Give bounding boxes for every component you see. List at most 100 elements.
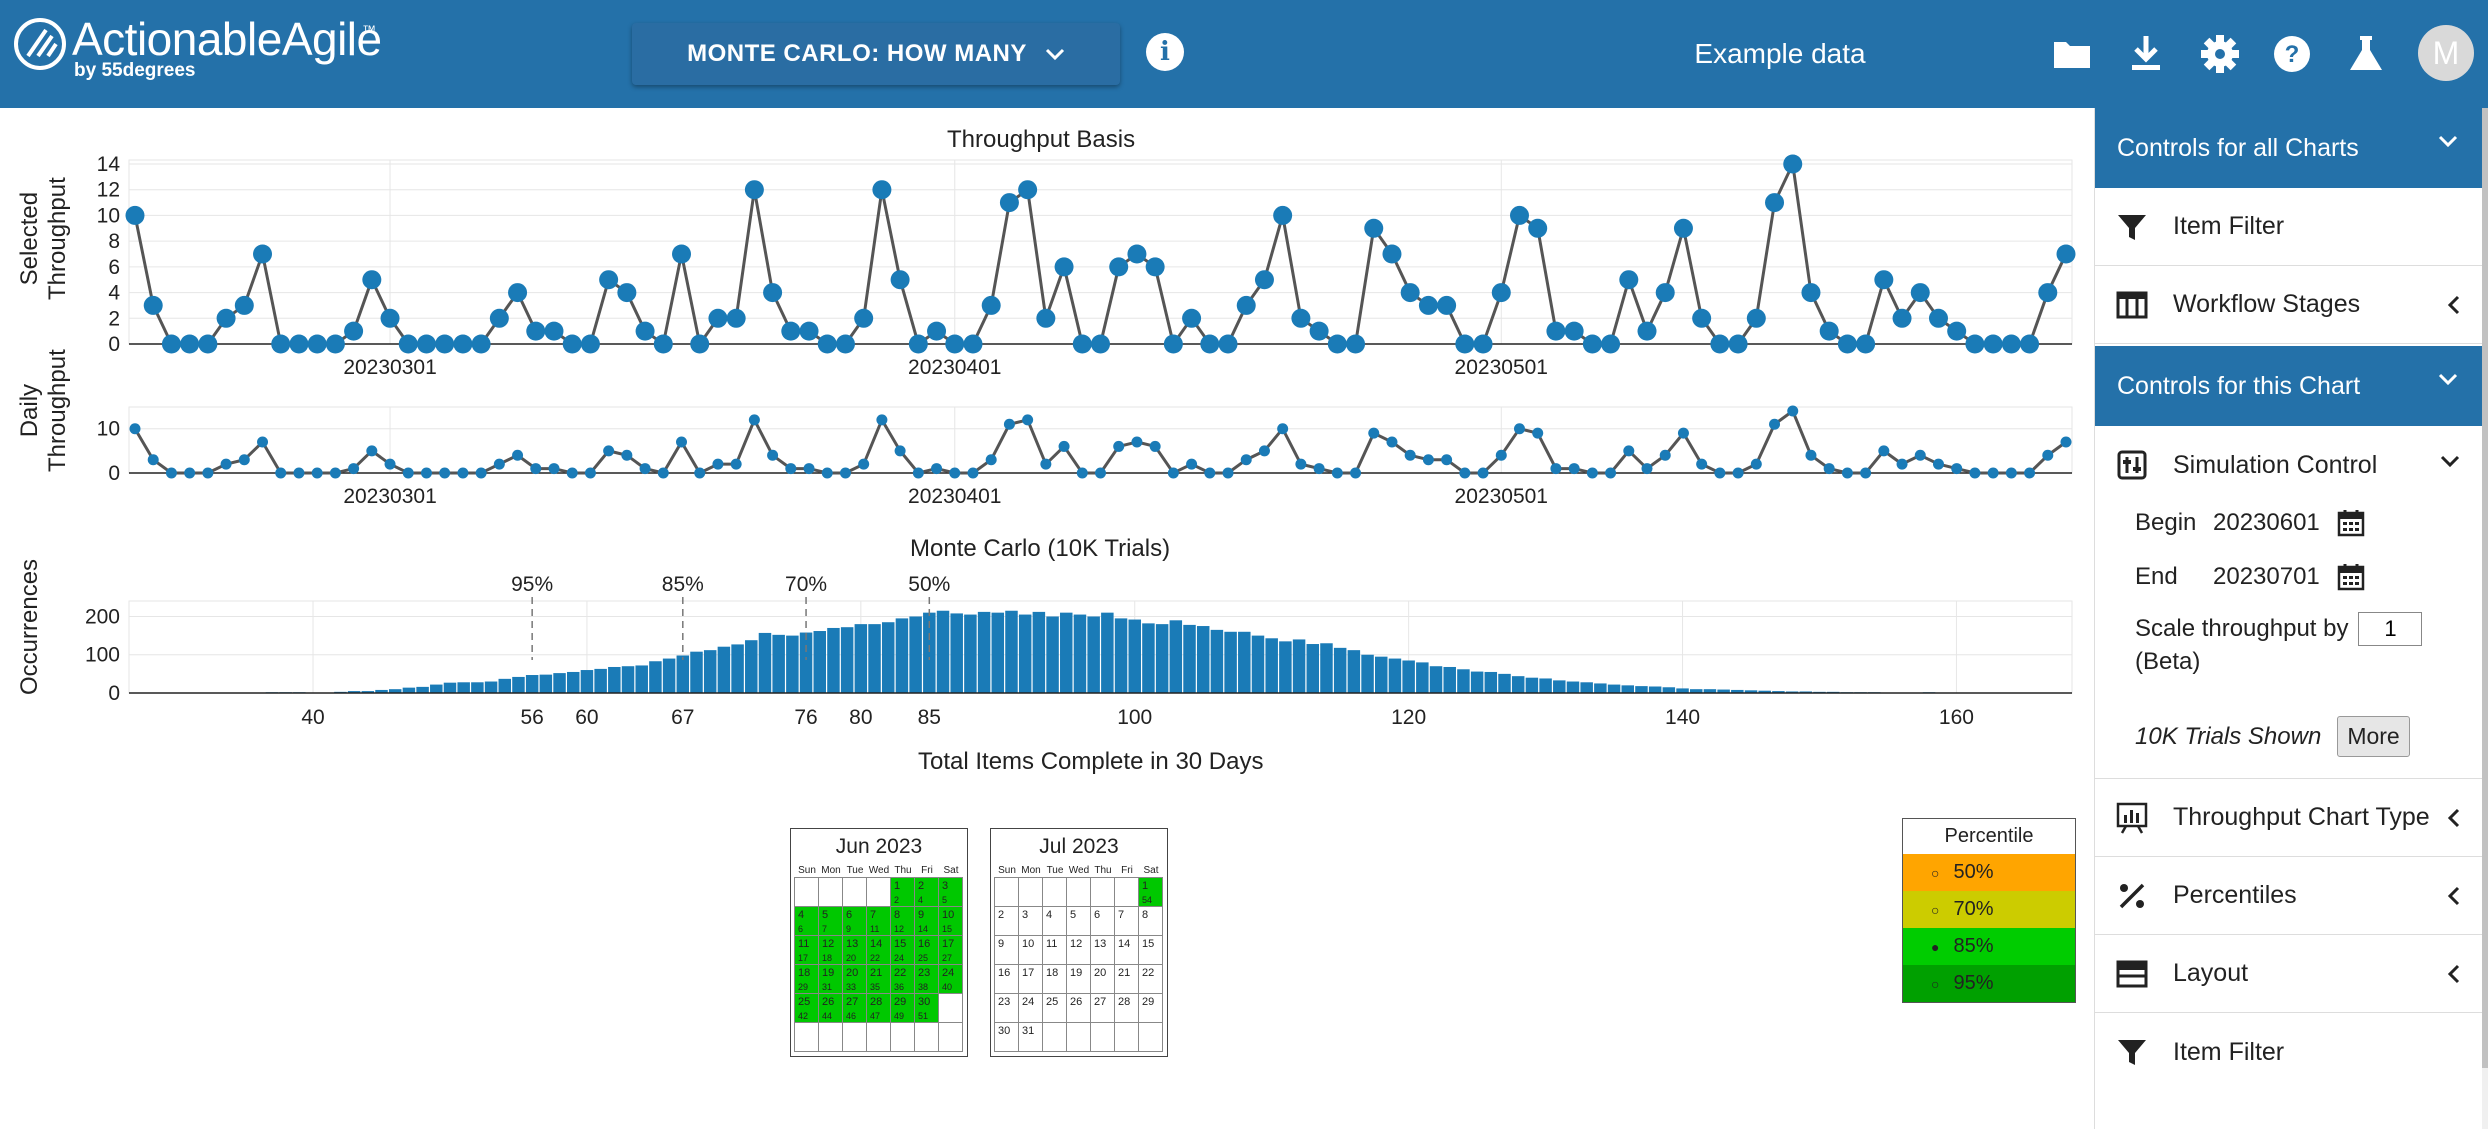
percentile-legend-row[interactable]: ○ 70% — [1903, 891, 2075, 928]
folder-icon[interactable] — [2050, 32, 2094, 76]
daily-point — [1076, 467, 1088, 479]
daily-point — [1167, 467, 1179, 479]
download-icon[interactable] — [2124, 32, 2168, 76]
scale-throughput-input[interactable] — [2358, 612, 2423, 646]
throughput-point — [1928, 308, 1948, 328]
calendar-day: 17 — [1018, 964, 1043, 994]
controls-all-charts-header[interactable]: Controls for all Charts — [2095, 108, 2483, 188]
histogram-bar — [1484, 671, 1498, 693]
histogram-xtick-label: 100 — [1117, 706, 1152, 729]
histogram-bar — [498, 678, 512, 693]
percentile-legend-row[interactable]: ○ 50% — [1903, 854, 2075, 891]
calendar-icon[interactable] — [2336, 508, 2366, 538]
throughput-point — [1400, 283, 1420, 303]
histogram-bar — [1648, 686, 1662, 693]
throughput-point — [1346, 334, 1366, 354]
throughput-point — [562, 334, 582, 354]
calendar-day-count: 14 — [918, 924, 929, 934]
controls-this-chart-header[interactable]: Controls for this Chart — [2095, 346, 2483, 426]
throughput-point — [799, 321, 819, 341]
chart-mode-dropdown[interactable]: MONTE CARLO: HOW MANY — [632, 23, 1120, 85]
daily-point — [1240, 454, 1252, 466]
histogram-bar — [1429, 666, 1443, 693]
throughput-point — [1983, 334, 2003, 354]
begin-date-value[interactable]: 20230601 — [2213, 509, 2320, 536]
end-date-row: End 20230701 — [2135, 562, 2366, 592]
daily-point — [1258, 445, 1270, 457]
help-icon[interactable]: ? — [2270, 32, 2314, 76]
throughput-point — [1127, 244, 1147, 264]
calendar-icon[interactable] — [2336, 562, 2366, 592]
calendar-day-count: 25 — [918, 953, 929, 963]
user-avatar[interactable]: M — [2418, 25, 2474, 81]
daily-point — [1641, 463, 1653, 475]
flask-icon[interactable] — [2344, 32, 2388, 76]
histogram-bar — [854, 624, 868, 693]
throughput-point — [1783, 154, 1803, 174]
calendar-day: 31 — [1018, 1022, 1043, 1052]
daily-point — [1058, 440, 1070, 452]
daily-point — [1131, 436, 1143, 448]
panel-scrollbar-thumb[interactable] — [2482, 108, 2488, 1068]
calendar-empty-cell — [1114, 877, 1139, 907]
histogram-bar — [388, 689, 402, 693]
dataset-label: Example data — [1694, 38, 1866, 69]
throughput-point — [1746, 308, 1766, 328]
throughput-point — [580, 334, 600, 354]
calendar-empty-cell — [818, 1022, 843, 1052]
daily-point — [1186, 458, 1198, 470]
calendar-day: 17 27 — [938, 935, 963, 965]
throughput-point — [690, 334, 710, 354]
calendar-empty-cell — [818, 877, 843, 907]
calendar-day: 27 — [1090, 993, 1115, 1023]
throughput-chart-type-item[interactable]: Throughput Chart Type — [2095, 779, 2483, 857]
histogram-bar — [635, 665, 648, 693]
panel-scrollbar[interactable] — [2482, 108, 2488, 1129]
calendar-day: 19 — [1066, 964, 1091, 994]
histogram-bar — [1196, 626, 1210, 693]
throughput-point — [325, 334, 345, 354]
daily-point — [858, 458, 870, 470]
layout-item[interactable]: Layout — [2095, 935, 2483, 1013]
throughput-point — [125, 205, 145, 225]
histogram-bar — [430, 684, 443, 693]
daily-point — [1732, 467, 1744, 479]
histogram-bar — [1361, 654, 1374, 693]
histogram-bar — [1279, 641, 1292, 693]
calendar-day: 12 18 — [818, 935, 843, 965]
percentile-marker-label: 70% — [785, 573, 827, 596]
daily-point — [621, 449, 633, 461]
histogram-bar — [1142, 623, 1155, 693]
simulation-control-item[interactable]: Simulation Control — [2095, 426, 2483, 504]
throughput-point — [471, 334, 491, 354]
histogram-bar — [539, 674, 553, 693]
percentile-legend-row[interactable]: ● 85% — [1903, 928, 2075, 965]
histogram-bar — [1320, 643, 1333, 693]
calendar-day: 24 40 — [938, 964, 963, 994]
calendar-day: 30 — [994, 1022, 1019, 1052]
percentiles-item[interactable]: Percentiles — [2095, 857, 2483, 935]
calendar-day: 13 20 — [842, 935, 867, 965]
daily-point — [876, 414, 888, 426]
daily-point — [603, 445, 615, 457]
histogram-ytick-label: 100 — [85, 644, 120, 667]
histogram-bar — [621, 666, 635, 693]
daily-point — [1677, 427, 1689, 439]
throughput-xtick-label: 20230501 — [1455, 356, 1548, 379]
histogram-bar — [416, 686, 429, 693]
end-date-value[interactable]: 20230701 — [2213, 563, 2320, 590]
workflow-stages-item[interactable]: Workflow Stages — [2095, 266, 2483, 344]
calendar-day: 23 38 — [914, 964, 939, 994]
percentile-legend-row[interactable]: ○ 95% — [1903, 965, 2075, 1002]
throughput-point — [1728, 334, 1748, 354]
daily-point — [1769, 418, 1781, 430]
more-button[interactable]: More — [2337, 716, 2410, 757]
throughput-point — [1673, 218, 1693, 238]
histogram-bar — [758, 632, 772, 693]
gear-icon[interactable] — [2198, 32, 2242, 76]
percent-icon — [2119, 883, 2145, 909]
info-button[interactable]: i — [1146, 33, 1184, 71]
item-filter-item[interactable]: Item Filter — [2095, 188, 2483, 266]
throughput-point — [726, 308, 746, 328]
item-filter-item-2[interactable]: Item Filter — [2095, 1013, 2483, 1091]
